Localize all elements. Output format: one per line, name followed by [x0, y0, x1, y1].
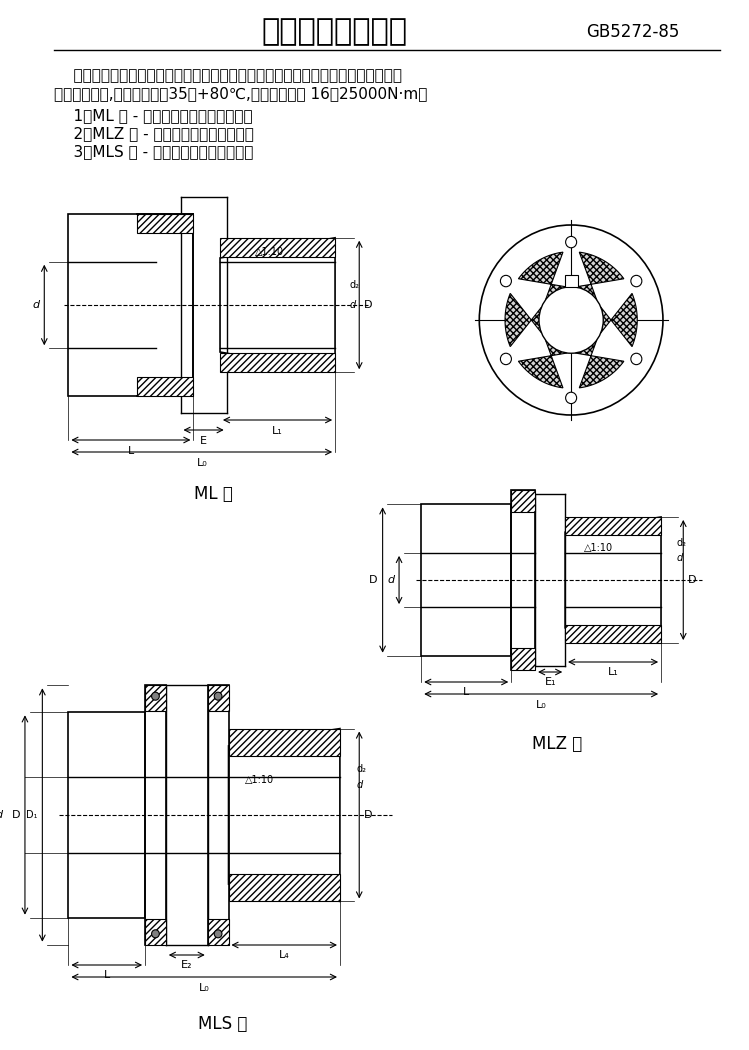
Bar	[512, 649, 536, 670]
Text: L₀: L₀	[196, 458, 207, 468]
Text: L: L	[103, 970, 110, 980]
Text: D: D	[364, 810, 372, 820]
Text: L: L	[128, 446, 134, 456]
Bar	[145, 686, 166, 711]
Bar	[68, 712, 145, 918]
Text: △1:10: △1:10	[255, 247, 284, 257]
Text: L: L	[463, 687, 470, 697]
Circle shape	[500, 275, 512, 287]
Text: d₂: d₂	[676, 538, 687, 548]
Text: 梅花形弹性联轴器，适用于联接两同轴线的传动轴系，具有补偿两轴相对偏移、减: 梅花形弹性联轴器，适用于联接两同轴线的传动轴系，具有补偿两轴相对偏移、减	[54, 68, 402, 83]
Text: 1、ML 型 - 基本型梅花形弹性联轴器。: 1、ML 型 - 基本型梅花形弹性联轴器。	[54, 108, 252, 123]
Circle shape	[631, 275, 642, 287]
Circle shape	[214, 692, 222, 700]
Text: D₁: D₁	[26, 810, 37, 820]
Text: L₁: L₁	[272, 426, 283, 436]
Bar	[145, 686, 166, 945]
Text: MLS 型: MLS 型	[198, 1015, 248, 1033]
Text: d: d	[350, 300, 356, 310]
Circle shape	[565, 236, 577, 248]
Text: MLZ 型: MLZ 型	[532, 735, 582, 753]
Text: 2、MLZ 型 - 单法兰梅花弹性联轴器。: 2、MLZ 型 - 单法兰梅花弹性联轴器。	[54, 126, 254, 141]
Bar	[220, 353, 335, 372]
Bar	[421, 504, 512, 655]
Circle shape	[151, 930, 160, 938]
Text: d: d	[32, 300, 40, 310]
Text: L₀: L₀	[536, 700, 547, 710]
Polygon shape	[518, 252, 567, 300]
Circle shape	[565, 393, 577, 403]
Text: 3、MLS 型 - 双法兰梅花弹性联轴器。: 3、MLS 型 - 双法兰梅花弹性联轴器。	[54, 144, 253, 159]
Bar	[207, 686, 228, 711]
Text: 震、缓冲性能,工作温度为－35～+80℃,传递公称转矩 16～25000N·m。: 震、缓冲性能,工作温度为－35～+80℃,传递公称转矩 16～25000N·m。	[54, 86, 428, 101]
Text: d: d	[357, 780, 363, 791]
Text: E: E	[200, 436, 207, 446]
Text: L₄: L₄	[279, 950, 290, 960]
Polygon shape	[575, 340, 624, 387]
Bar	[137, 377, 193, 396]
Text: △1:10: △1:10	[584, 544, 613, 553]
Text: d₂: d₂	[357, 764, 366, 774]
Bar	[68, 214, 193, 396]
Text: 梅花形弹性联轴器: 梅花形弹性联轴器	[261, 18, 407, 46]
Bar	[145, 919, 166, 945]
Text: △1:10: △1:10	[245, 776, 274, 785]
Polygon shape	[575, 252, 624, 300]
Bar	[137, 214, 193, 233]
Bar	[512, 490, 536, 670]
Circle shape	[151, 692, 160, 700]
Polygon shape	[505, 293, 542, 347]
Text: d: d	[387, 575, 394, 585]
Bar	[565, 275, 577, 287]
Bar	[228, 875, 340, 901]
Bar	[207, 919, 228, 945]
Text: ML 型: ML 型	[194, 485, 233, 503]
Text: D: D	[364, 300, 372, 310]
Text: E₂: E₂	[181, 960, 192, 970]
Bar	[565, 625, 661, 643]
Bar	[512, 490, 536, 511]
Text: D: D	[12, 810, 20, 820]
Circle shape	[214, 930, 222, 938]
Bar	[207, 686, 228, 945]
Bar	[228, 729, 340, 756]
Polygon shape	[518, 340, 567, 387]
Polygon shape	[601, 293, 637, 347]
Text: E₁: E₁	[545, 677, 556, 687]
Text: d₂: d₂	[350, 280, 360, 290]
Circle shape	[631, 353, 642, 364]
Bar	[220, 237, 335, 257]
Circle shape	[500, 353, 512, 364]
Text: GB5272-85: GB5272-85	[586, 23, 679, 41]
Bar	[565, 517, 661, 536]
Text: D: D	[369, 575, 377, 585]
Text: d: d	[0, 810, 3, 820]
Text: L₀: L₀	[198, 983, 210, 993]
Text: D: D	[688, 575, 697, 585]
Text: L₁: L₁	[607, 667, 619, 677]
Circle shape	[539, 287, 603, 353]
Text: d: d	[676, 553, 683, 563]
